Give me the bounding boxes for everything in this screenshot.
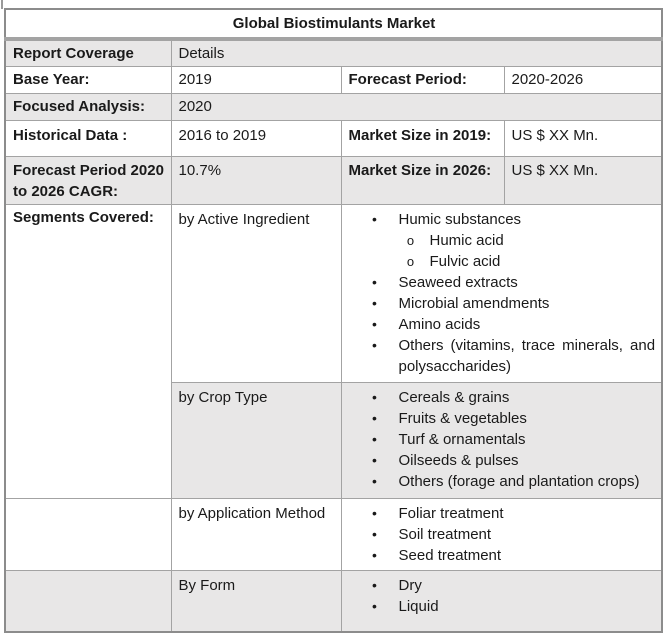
disc-bullet-icon: • bbox=[372, 547, 377, 563]
bullet-item-text: Oilseeds & pulses bbox=[398, 452, 519, 469]
segment-group-name: by Application Method bbox=[170, 498, 342, 571]
empty-cell bbox=[4, 498, 172, 571]
market-size-2019-value: US $ XX Mn. bbox=[503, 120, 663, 157]
table-row: Global Biostimulants Market bbox=[4, 8, 663, 41]
disc-bullet-icon: • bbox=[372, 598, 377, 614]
bullet-item: • Humic substances bbox=[342, 209, 655, 230]
disc-bullet-icon: • bbox=[372, 274, 377, 290]
sub-bullet-item: o Humic acid bbox=[342, 230, 655, 251]
bullet-item: • Fruits & vegetables bbox=[342, 408, 655, 429]
bullet-item-text: Amino acids bbox=[398, 316, 481, 333]
table-row: By Form • Dry • Liquid bbox=[4, 570, 663, 633]
disc-bullet-icon: • bbox=[372, 410, 377, 426]
bullet-list-active-ingredient: • Humic substances o Humic acid o Fulvic acid… bbox=[342, 209, 656, 377]
table-row: by Application Method • Foliar treatment •… bbox=[4, 498, 663, 571]
bullet-item-text: Seaweed extracts bbox=[398, 274, 518, 291]
bullet-item: • Liquid bbox=[342, 596, 655, 617]
table-row: Segments Covered: by Active Ingredient •… bbox=[4, 204, 663, 499]
segment-group-name: by Crop Type bbox=[170, 382, 342, 499]
bullet-item: • Seed treatment bbox=[342, 545, 655, 566]
disc-bullet-icon: • bbox=[372, 452, 377, 468]
segment-items-cell: • Foliar treatment • Soil treatment • Seed tr… bbox=[340, 498, 663, 571]
base-year-label: Base Year: bbox=[4, 66, 172, 94]
report-coverage-value: Details bbox=[170, 38, 663, 67]
bullet-item-text: Fulvic acid bbox=[429, 253, 501, 270]
circle-bullet-icon: o bbox=[406, 254, 415, 269]
bullet-list-crop-type: • Cereals & grains • Fruits & vegetables • Tu… bbox=[342, 387, 655, 492]
bullet-item: • Dry bbox=[342, 575, 655, 596]
bullet-item-text: Turf & ornamentals bbox=[398, 431, 526, 448]
market-report-scope-table: Global Biostimulants Market Report Cover… bbox=[4, 8, 664, 633]
segment-items-cell: • Dry • Liquid bbox=[340, 570, 663, 633]
disc-bullet-icon: • bbox=[372, 337, 377, 353]
table-row: Historical Data : 2016 to 2019 Market Si… bbox=[4, 120, 663, 157]
disc-bullet-icon: • bbox=[372, 505, 377, 521]
forecast-period-label: Forecast Period: bbox=[340, 66, 505, 94]
market-size-2026-label: Market Size in 2026: bbox=[340, 156, 505, 205]
market-size-2026-value: US $ XX Mn. bbox=[503, 156, 663, 205]
disc-bullet-icon: • bbox=[372, 473, 377, 489]
bullet-item-text: Soil treatment bbox=[398, 526, 492, 543]
bullet-item: • Amino acids bbox=[342, 314, 655, 335]
forecast-period-value: 2020-2026 bbox=[503, 66, 663, 94]
cagr-value: 10.7% bbox=[170, 156, 342, 205]
disc-bullet-icon: • bbox=[372, 389, 377, 405]
bullet-list-form: • Dry • Liquid bbox=[342, 575, 655, 617]
bullet-item-text: Fruits & vegetables bbox=[398, 410, 527, 427]
screenshot-crop-artifact bbox=[1, 0, 3, 9]
bullet-item: • Oilseeds & pulses bbox=[342, 450, 655, 471]
disc-bullet-icon: • bbox=[372, 295, 377, 311]
table-row: Focused Analysis: 2020 bbox=[4, 93, 663, 121]
table-row: Report Coverage Details bbox=[4, 38, 663, 67]
bullet-item: • Others (vitamins, trace minerals, and p… bbox=[342, 335, 656, 377]
cagr-label: Forecast Period 2020 to 2026 CAGR: bbox=[4, 156, 172, 205]
bullet-item-text: Seed treatment bbox=[398, 547, 502, 564]
disc-bullet-icon: • bbox=[372, 316, 377, 332]
bullet-item-text: Others (vitamins, trace minerals, and po… bbox=[398, 337, 656, 375]
empty-cell bbox=[4, 570, 172, 633]
segment-group-name: By Form bbox=[170, 570, 342, 633]
bullet-item: • Microbial amendments bbox=[342, 293, 655, 314]
focused-analysis-value: 2020 bbox=[170, 93, 663, 121]
segment-items-cell: • Humic substances o Humic acid o Fulvic acid… bbox=[340, 204, 663, 383]
disc-bullet-icon: • bbox=[372, 526, 377, 542]
disc-bullet-icon: • bbox=[372, 211, 377, 227]
bullet-item: • Soil treatment bbox=[342, 524, 655, 545]
bullet-item-text: Humic substances bbox=[398, 211, 522, 228]
historical-data-value: 2016 to 2019 bbox=[170, 120, 342, 157]
bullet-item: • Turf & ornamentals bbox=[342, 429, 655, 450]
table-row: Base Year: 2019 Forecast Period: 2020-20… bbox=[4, 66, 663, 94]
sub-bullet-item: o Fulvic acid bbox=[342, 251, 655, 272]
disc-bullet-icon: • bbox=[372, 431, 377, 447]
bullet-item-text: Liquid bbox=[398, 598, 439, 615]
segment-group-name: by Active Ingredient bbox=[170, 204, 342, 383]
report-coverage-label: Report Coverage bbox=[4, 38, 172, 67]
segments-covered-label: Segments Covered: bbox=[4, 204, 172, 499]
historical-data-label: Historical Data : bbox=[4, 120, 172, 157]
bullet-item-text: Microbial amendments bbox=[398, 295, 550, 312]
bullet-item-text: Others (forage and plantation crops) bbox=[398, 473, 640, 490]
bullet-item-text: Dry bbox=[398, 577, 422, 594]
market-size-2019-label: Market Size in 2019: bbox=[340, 120, 505, 157]
bullet-item: • Seaweed extracts bbox=[342, 272, 655, 293]
table-title: Global Biostimulants Market bbox=[4, 8, 663, 41]
disc-bullet-icon: • bbox=[372, 577, 377, 593]
bullet-item: • Others (forage and plantation crops) bbox=[342, 471, 655, 492]
bullet-list-application-method: • Foliar treatment • Soil treatment • Seed tr… bbox=[342, 503, 655, 566]
table-row: by Crop Type • Cereals & grains • Fruits & … bbox=[5, 382, 663, 499]
table-row: Forecast Period 2020 to 2026 CAGR: 10.7%… bbox=[4, 156, 663, 205]
focused-analysis-label: Focused Analysis: bbox=[4, 93, 172, 121]
segment-items-cell: • Cereals & grains • Fruits & vegetables • Tu… bbox=[340, 382, 663, 499]
bullet-item: • Cereals & grains bbox=[342, 387, 655, 408]
base-year-value: 2019 bbox=[170, 66, 342, 94]
bullet-item-text: Humic acid bbox=[429, 232, 504, 249]
bullet-item-text: Foliar treatment bbox=[398, 505, 504, 522]
bullet-item-text: Cereals & grains bbox=[398, 389, 510, 406]
circle-bullet-icon: o bbox=[406, 233, 415, 248]
bullet-item: • Foliar treatment bbox=[342, 503, 655, 524]
